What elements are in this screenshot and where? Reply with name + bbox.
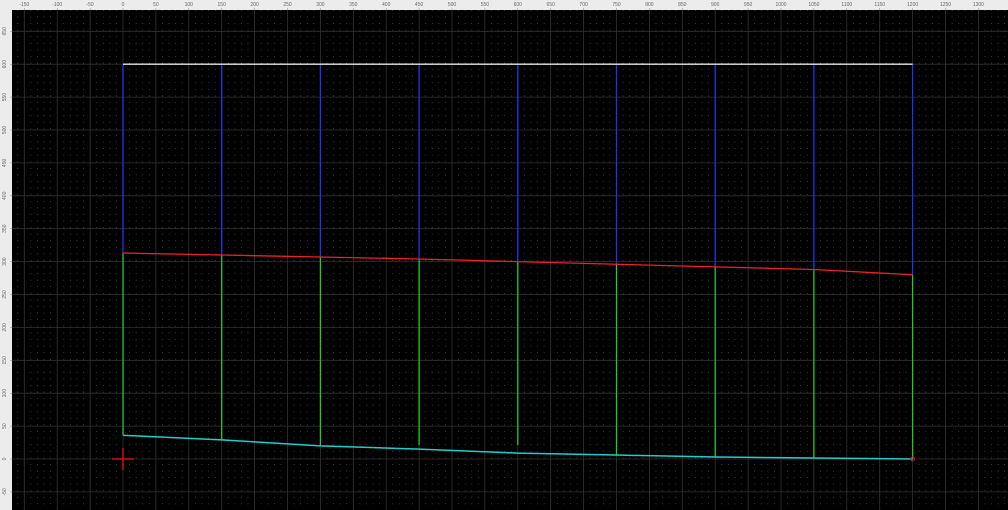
x-ruler-label: 800 (645, 2, 654, 8)
x-ruler-label: 450 (415, 2, 424, 8)
x-ruler-label: -50 (86, 2, 93, 8)
x-ruler-label: -100 (52, 2, 62, 8)
end-point-marker (910, 456, 916, 462)
x-ruler-label: 600 (514, 2, 523, 8)
y-ruler-label: 50 (2, 423, 8, 429)
x-ruler-label: 500 (448, 2, 457, 8)
x-ruler-label: 1200 (907, 2, 918, 8)
x-ruler-label: 250 (283, 2, 292, 8)
left-ruler (0, 0, 12, 510)
x-ruler-label: 700 (579, 2, 588, 8)
y-ruler-label: 100 (2, 389, 8, 398)
y-ruler-label: 250 (2, 290, 8, 299)
x-ruler-label: 100 (185, 2, 194, 8)
x-ruler-label: 200 (250, 2, 259, 8)
y-ruler-label: 600 (2, 60, 8, 69)
x-ruler-label: 1300 (973, 2, 984, 8)
x-ruler-label: 850 (678, 2, 687, 8)
y-ruler-label: 150 (2, 356, 8, 365)
x-ruler-label: 400 (382, 2, 391, 8)
x-ruler-label: 0 (122, 2, 125, 8)
x-ruler-label: 1250 (940, 2, 951, 8)
y-ruler-label: 0 (2, 457, 8, 460)
x-ruler-label: 750 (612, 2, 621, 8)
x-ruler-label: 1150 (874, 2, 885, 8)
y-ruler-label: 200 (2, 323, 8, 332)
bottom-curve-line (122, 434, 913, 460)
x-ruler-label: 150 (218, 2, 227, 8)
x-ruler-label: 650 (547, 2, 556, 8)
red-chord-line (122, 252, 913, 276)
y-ruler-label: 350 (2, 224, 8, 233)
y-ruler-label: 500 (2, 126, 8, 135)
x-ruler-label: -150 (19, 2, 29, 8)
y-ruler-label: 650 (2, 27, 8, 36)
x-ruler-label: 1100 (841, 2, 852, 8)
x-ruler-label: 300 (316, 2, 325, 8)
x-ruler-label: 900 (711, 2, 720, 8)
x-ruler-label: 1000 (775, 2, 786, 8)
x-ruler-label: 350 (349, 2, 358, 8)
x-ruler-label: 1050 (808, 2, 819, 8)
y-ruler-label: 550 (2, 93, 8, 102)
y-ruler-label: 450 (2, 159, 8, 168)
y-ruler-label: 400 (2, 191, 8, 200)
y-ruler-label: -50 (2, 488, 8, 495)
x-ruler-label: 950 (744, 2, 753, 8)
x-ruler-label: 50 (153, 2, 159, 8)
top-ruler (0, 0, 1008, 10)
x-ruler-label: 550 (481, 2, 490, 8)
y-ruler-label: 300 (2, 257, 8, 266)
